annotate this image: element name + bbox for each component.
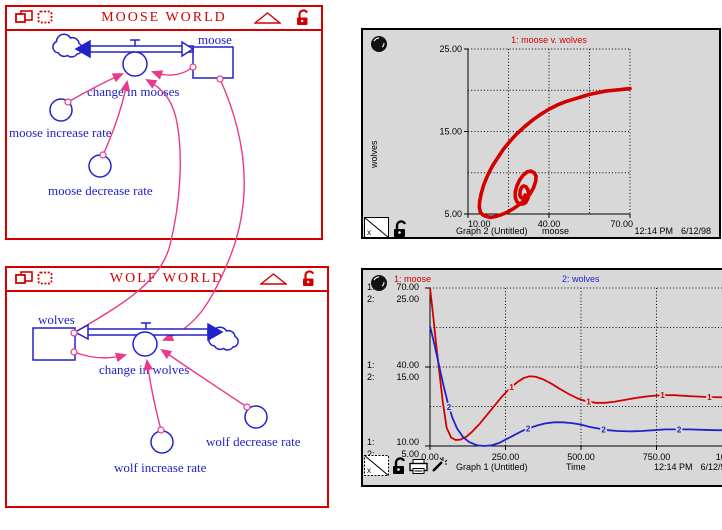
clock-time: 12:14 PM xyxy=(634,226,673,236)
open-lock-icon[interactable] xyxy=(302,269,315,287)
time-timestamp: 12:14 PM 6/12/98 xyxy=(646,462,722,472)
time-graph-window: 1: moose 2: wolves 1: 2: 70.00 25.00 1: … xyxy=(361,268,722,487)
scale-row-id-2: 2: xyxy=(367,449,375,459)
marquee-icon[interactable] xyxy=(37,271,53,285)
graph-pad-icon[interactable]: x xyxy=(364,455,389,476)
scale-s2-top: 25.00 xyxy=(396,294,419,304)
phase-plot-canvas: 25.00 15.00 5.00 10.00 40.00 70.00 xyxy=(439,44,633,229)
flow-label-change-in-wolves: change in wolves xyxy=(99,362,190,377)
globe-icon[interactable] xyxy=(370,274,388,292)
scale-row-id-2: 2: xyxy=(367,372,375,382)
flow-label-change-in-mooses: change in mooses xyxy=(87,84,180,99)
cascade-icon[interactable] xyxy=(15,10,33,24)
scale-s2-bot: 5.00 xyxy=(401,449,419,459)
scale-s1-top: 70.00 xyxy=(396,282,419,292)
scale-row-id-2: 2: xyxy=(367,294,375,304)
svg-text:1: 1 xyxy=(586,398,591,407)
time-footer-name[interactable]: Graph 1 (Untitled) xyxy=(456,462,528,472)
svg-text:x: x xyxy=(367,466,371,475)
legend-wolves[interactable]: 2: wolves xyxy=(562,274,600,284)
svg-text:5.00: 5.00 xyxy=(444,209,462,219)
scale-s2-mid: 15.00 xyxy=(396,372,419,382)
wolf-world-window: WOLF WORLD wolves change in wolves wolf … xyxy=(5,266,329,508)
marquee-icon[interactable] xyxy=(37,10,53,24)
clock-date: 6/12/98 xyxy=(680,226,711,236)
stock-label-moose: moose xyxy=(198,32,232,47)
svg-text:15.00: 15.00 xyxy=(439,127,462,137)
converter-label-wolf-increase-rate: wolf increase rate xyxy=(114,460,207,475)
cascade-icon[interactable] xyxy=(15,271,33,285)
svg-text:1: 1 xyxy=(707,393,712,402)
wolf-world-titlebar[interactable]: WOLF WORLD xyxy=(7,268,327,292)
phase-graph-title: 1: moose v. wolves xyxy=(511,35,587,45)
time-x-axis-label: Time xyxy=(566,462,586,472)
converter-label-wolf-decrease-rate: wolf decrease rate xyxy=(206,434,301,449)
svg-text:500.00: 500.00 xyxy=(567,452,595,462)
legend-moose[interactable]: 1: moose xyxy=(394,274,432,284)
svg-text:2: 2 xyxy=(526,424,531,433)
scale-s1-bot: 10.00 xyxy=(396,437,419,447)
svg-text:40.00: 40.00 xyxy=(538,219,561,229)
svg-text:1: 1 xyxy=(509,383,514,392)
wand-icon[interactable] xyxy=(430,455,448,473)
svg-text:25.00: 25.00 xyxy=(439,44,462,54)
triangle-icon[interactable] xyxy=(260,273,287,285)
svg-text:1000.00: 1000.00 xyxy=(716,452,722,462)
phase-timestamp: 12:14 PM 6/12/98 xyxy=(626,226,711,236)
moose-world-window: MOOSE WORLD moose change in mooses moose… xyxy=(5,5,323,240)
svg-text:750.00: 750.00 xyxy=(643,452,671,462)
time-plot-canvas: 0.00 250.00 500.00 750.00 1000.00 1 1 1 1 2 2 2 2 xyxy=(421,287,722,462)
svg-text:2: 2 xyxy=(447,403,452,412)
svg-text:250.00: 250.00 xyxy=(492,452,520,462)
scale-s1-mid: 40.00 xyxy=(396,360,419,370)
svg-text:2: 2 xyxy=(677,425,682,434)
open-lock-icon[interactable] xyxy=(393,219,407,238)
svg-text:2: 2 xyxy=(601,425,606,434)
stock-label-wolves: wolves xyxy=(38,312,75,327)
scale-row-id-1: 1: xyxy=(367,282,375,292)
phase-graph-window: 1: moose v. wolves wolves 25.00 15.00 5.00… xyxy=(361,28,721,239)
graph-pad-icon[interactable]: x xyxy=(364,217,389,238)
scale-row-id-1: 1: xyxy=(367,437,375,447)
svg-text:x: x xyxy=(367,228,371,237)
open-lock-icon[interactable] xyxy=(296,8,309,26)
svg-text:70.00: 70.00 xyxy=(610,219,633,229)
moose-window-title: MOOSE WORLD xyxy=(101,10,227,25)
printer-icon[interactable] xyxy=(409,459,428,474)
svg-text:10.00: 10.00 xyxy=(468,219,491,229)
svg-text:0.00: 0.00 xyxy=(421,452,439,462)
open-lock-icon[interactable] xyxy=(392,456,406,475)
clock-date: 6/12/98 xyxy=(700,462,722,472)
phase-footer-name[interactable]: Graph 2 (Untitled) xyxy=(456,226,528,236)
clock-time: 12:14 PM xyxy=(654,462,693,472)
triangle-icon[interactable] xyxy=(254,12,281,24)
globe-icon[interactable] xyxy=(370,35,388,53)
phase-footer-xlabel: moose xyxy=(542,226,570,236)
converter-label-moose-decrease-rate: moose decrease rate xyxy=(48,183,153,198)
converter-label-moose-increase-rate: moose increase rate xyxy=(9,125,112,140)
scale-row-id-1: 1: xyxy=(367,360,375,370)
svg-text:1: 1 xyxy=(660,391,665,400)
moose-world-titlebar[interactable]: MOOSE WORLD xyxy=(7,7,321,31)
